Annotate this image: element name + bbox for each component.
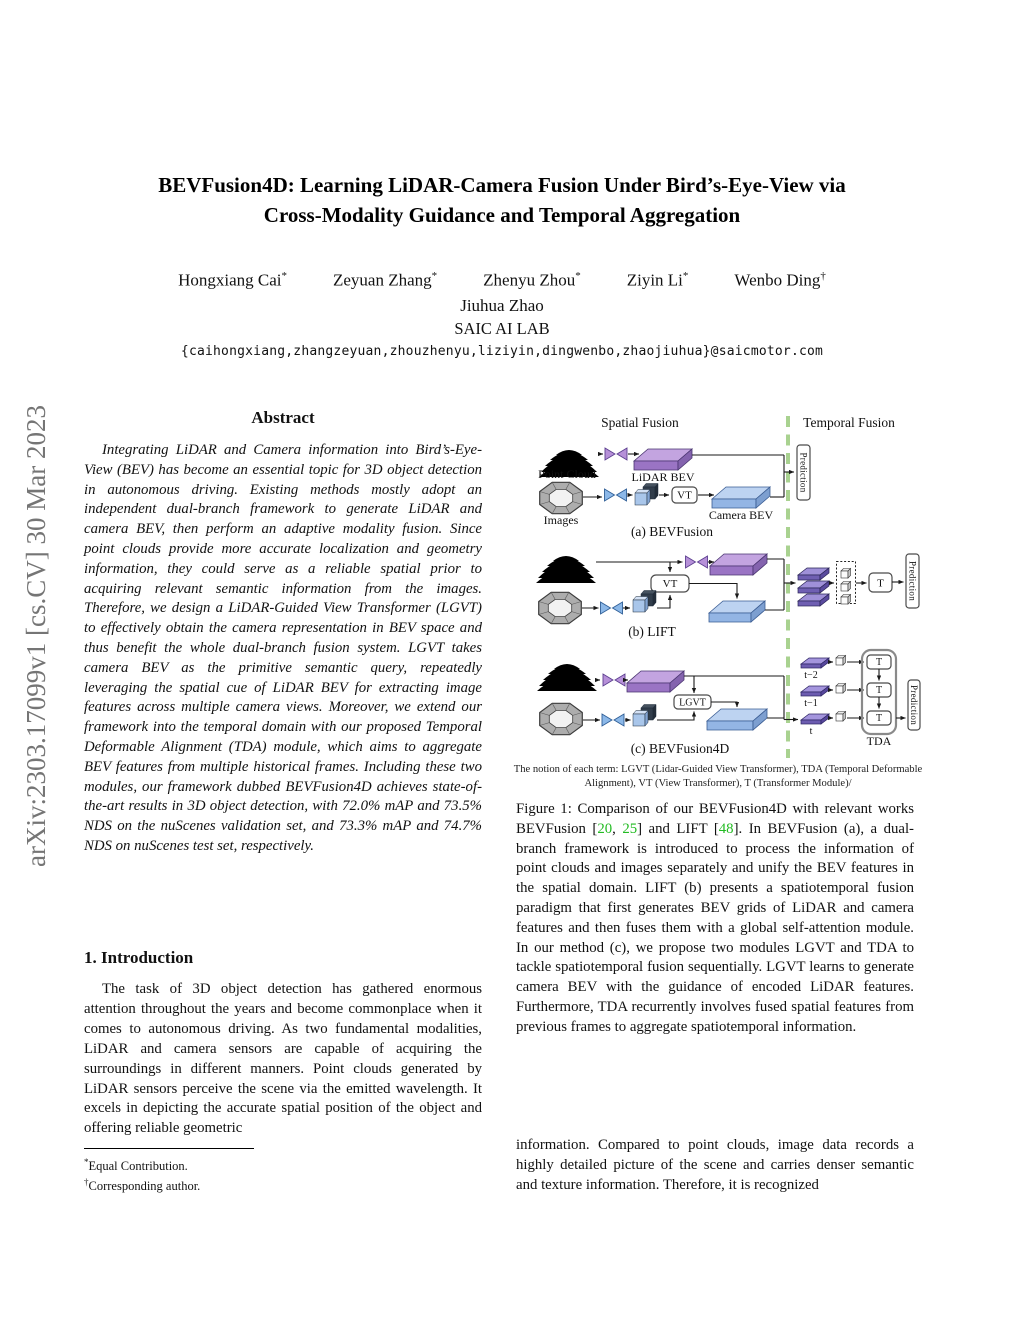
footnote-rule bbox=[84, 1148, 254, 1149]
citation-link[interactable]: 48 bbox=[718, 820, 734, 837]
prediction-box bbox=[905, 553, 920, 609]
camera-ring-image bbox=[539, 702, 583, 736]
encoder-bowtie-icon bbox=[601, 713, 625, 727]
token-cube bbox=[835, 655, 846, 666]
camera-bev-slab bbox=[705, 708, 769, 731]
email-line: {caihongxiang,zhangzeyuan,zhouzhenyu,liz… bbox=[180, 344, 824, 359]
citation-link[interactable]: 20 bbox=[597, 820, 613, 837]
subfigure-a-label: (a) BEVFusion bbox=[631, 524, 713, 539]
stacked-bev-slab bbox=[797, 567, 830, 581]
author: Wenbo Ding† bbox=[734, 270, 826, 290]
citation-link[interactable]: 25 bbox=[622, 820, 638, 837]
abstract-text: Integrating LiDAR and Camera information… bbox=[84, 442, 482, 854]
images-label: Images bbox=[544, 513, 579, 527]
vt-label: VT bbox=[677, 490, 692, 502]
paper-title: BEVFusion4D: Learning LiDAR-Camera Fusio… bbox=[84, 170, 920, 230]
encoder-bowtie-icon bbox=[604, 488, 627, 502]
stacked-bev-slab bbox=[797, 580, 830, 594]
prediction-box bbox=[796, 444, 811, 501]
figure-1-diagram: Spatial Fusion Temporal Fusion Point Clo… bbox=[536, 415, 921, 758]
camera-bev-slab bbox=[710, 486, 772, 509]
transformer-label: T bbox=[876, 713, 882, 724]
author: Ziyin Li* bbox=[626, 270, 689, 290]
lidar-bev-slab bbox=[708, 553, 769, 576]
spatial-fusion-label: Spatial Fusion bbox=[601, 415, 679, 430]
lidar-bev-slab bbox=[632, 448, 694, 471]
token-cube bbox=[835, 683, 846, 694]
affiliation: SAIC AI LAB bbox=[454, 319, 550, 338]
subfigure-c-label: (c) BEVFusion4D bbox=[631, 741, 730, 756]
lidar-bev-label: LiDAR BEV bbox=[632, 470, 695, 484]
paper-title-line1: BEVFusion4D: Learning LiDAR-Camera Fusio… bbox=[158, 173, 846, 197]
encoder-bowtie-icon bbox=[604, 447, 628, 461]
prediction-label: Prediction bbox=[799, 453, 809, 493]
camera-ring-image bbox=[539, 481, 583, 515]
tda-container bbox=[860, 648, 898, 736]
token-cube bbox=[840, 594, 851, 605]
vt-box bbox=[671, 486, 698, 504]
bev-frame-slab bbox=[800, 657, 830, 669]
token-cube bbox=[840, 568, 851, 579]
prediction-box bbox=[907, 679, 921, 731]
vt-label: VT bbox=[663, 578, 678, 590]
encoder-bowtie-icon bbox=[685, 555, 708, 569]
paper-title-line2: Cross-Modality Guidance and Temporal Agg… bbox=[263, 203, 741, 227]
footnote: *Equal Contribution. bbox=[84, 1157, 188, 1174]
figure-1: Spatial Fusion Temporal Fusion Point Clo… bbox=[512, 410, 924, 762]
introduction-section: 1. Introduction The task of 3D object de… bbox=[84, 948, 482, 1139]
author: Zeyuan Zhang* bbox=[332, 270, 438, 290]
transformer-label: T bbox=[876, 657, 882, 668]
camera-bev-label: Camera BEV bbox=[709, 508, 774, 522]
time-label: t−1 bbox=[804, 698, 817, 709]
figure-terms-note: The notion of each term: LGVT (Lidar-Gui… bbox=[513, 764, 923, 789]
time-label: t bbox=[810, 726, 813, 737]
point-cloud-sketch bbox=[537, 664, 597, 691]
bev-frame-slab bbox=[800, 713, 830, 725]
point-cloud-sketch bbox=[536, 556, 596, 583]
image-feature-cubes bbox=[632, 590, 657, 613]
author: Hongxiang Cai* bbox=[178, 270, 287, 290]
footnote: †Corresponding author. bbox=[84, 1177, 201, 1194]
tda-label: TDA bbox=[867, 734, 892, 748]
subfigure-b-label: (b) LIFT bbox=[628, 624, 676, 639]
lidar-bev-slab bbox=[625, 670, 686, 693]
encoder-bowtie-icon bbox=[602, 673, 626, 687]
camera-bev-slab bbox=[707, 600, 767, 623]
footnotes: *Equal Contribution. †Corresponding auth… bbox=[84, 1148, 482, 1194]
image-feature-cubes bbox=[634, 483, 659, 506]
author: Jiuhua Zhao bbox=[460, 296, 544, 315]
prediction-label: Prediction bbox=[908, 561, 918, 601]
figure-caption: Figure 1: Comparison of our BEVFusion4D … bbox=[516, 801, 914, 1035]
author: Zhenyu Zhou* bbox=[483, 270, 581, 290]
stacked-bev-slab bbox=[797, 593, 830, 607]
transformer-box bbox=[866, 710, 892, 726]
image-feature-cubes bbox=[632, 704, 657, 727]
token-cube bbox=[835, 711, 846, 722]
camera-ring-image bbox=[538, 591, 582, 625]
abstract-section: Abstract Integrating LiDAR and Camera in… bbox=[84, 408, 482, 857]
body-paragraph: information. Compared to point clouds, i… bbox=[516, 1137, 914, 1193]
bev-frame-slab bbox=[800, 685, 830, 697]
arxiv-stamp: arXiv:2303.17099v1 [cs.CV] 30 Mar 2023 bbox=[21, 405, 51, 867]
time-label: t−2 bbox=[804, 670, 817, 681]
point-cloud-label: Point Cloud bbox=[538, 467, 596, 481]
transformer-label: T bbox=[877, 578, 884, 590]
introduction-paragraph: The task of 3D object detection has gath… bbox=[84, 981, 482, 1137]
abstract-heading: Abstract bbox=[251, 408, 315, 427]
temporal-fusion-label: Temporal Fusion bbox=[803, 415, 895, 430]
encoder-bowtie-icon bbox=[600, 601, 623, 615]
author-row: Hongxiang Cai* Zeyuan Zhang* Zhenyu Zhou… bbox=[84, 270, 920, 291]
prediction-label: Prediction bbox=[909, 685, 919, 725]
lgvt-label: LGVT bbox=[679, 698, 706, 709]
introduction-heading: 1. Introduction bbox=[84, 948, 194, 967]
token-cube bbox=[840, 581, 851, 592]
transformer-label: T bbox=[876, 685, 882, 696]
